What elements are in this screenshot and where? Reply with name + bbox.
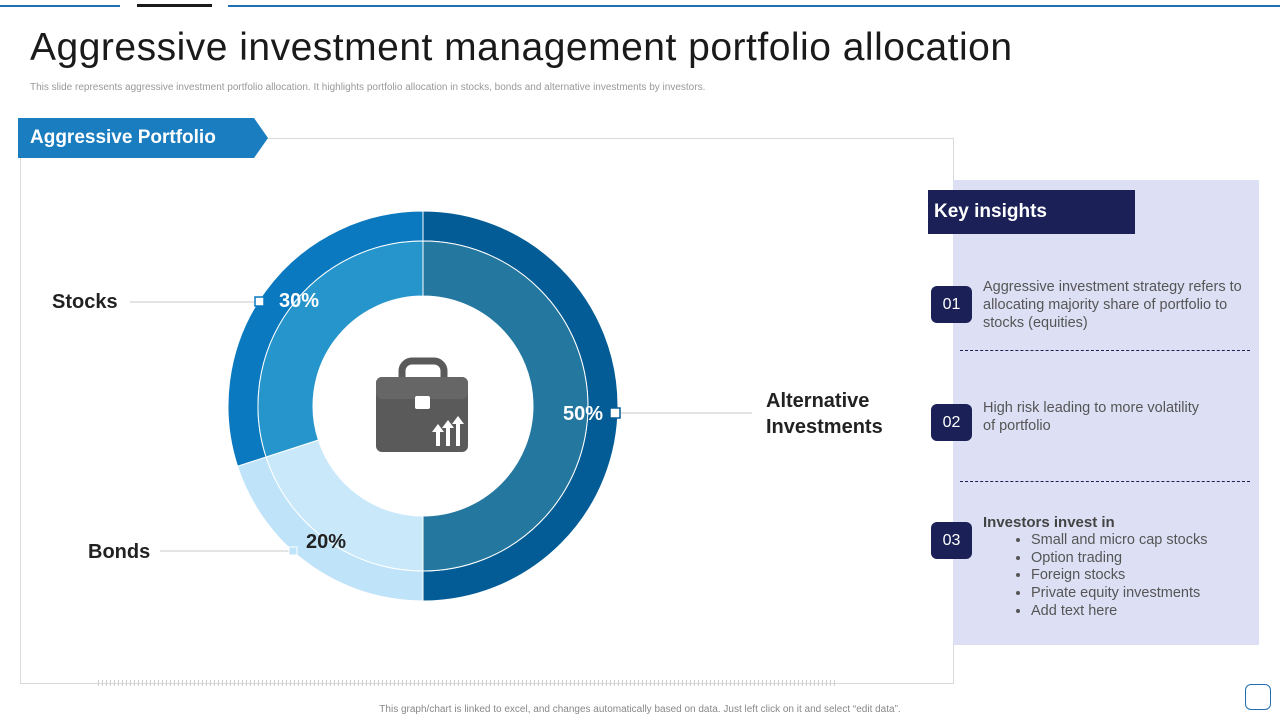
category-label-stocks: Stocks <box>52 291 118 313</box>
page-title: Aggressive investment management portfol… <box>30 26 1013 69</box>
chart-title-tab: Aggressive Portfolio <box>18 118 268 158</box>
category-label-bonds: Bonds <box>88 541 151 563</box>
list-item: Small and micro cap stocks <box>1031 532 1251 550</box>
list-item: Add text here <box>1031 603 1251 621</box>
data-label-alternative-investments: 50% <box>563 403 604 425</box>
list-item: Private equity investments <box>1031 585 1251 603</box>
list-item: Foreign stocks <box>1031 567 1251 585</box>
data-label-stocks: 30% <box>279 290 320 312</box>
insight-03-title: Investors invest in <box>983 514 1115 531</box>
panel-ruler <box>98 680 838 686</box>
footer-note: This graph/chart is linked to excel, and… <box>379 704 901 715</box>
top-rule-left <box>0 5 120 7</box>
insight-text-02: High risk leading to more volatility of … <box>983 400 1199 434</box>
insight-number-01: 01 <box>931 286 972 323</box>
page-subtitle: This slide represents aggressive investm… <box>30 82 706 93</box>
insight-03-bullets: Small and micro cap stocks Option tradin… <box>983 532 1251 621</box>
insights-heading: Key insights <box>928 190 1135 234</box>
insight-text-03: Investors invest in Small and micro cap … <box>983 514 1251 621</box>
top-rule-marker <box>137 4 212 7</box>
insight-number-02: 02 <box>931 404 972 441</box>
corner-square-button[interactable] <box>1245 684 1271 710</box>
category-label-alt-line2: Investments <box>766 416 883 438</box>
insights-panel <box>953 180 1259 645</box>
insight-divider <box>960 481 1250 482</box>
top-rule-right <box>228 5 1280 7</box>
list-item: Option trading <box>1031 550 1251 568</box>
insight-text-01: Aggressive investment strategy refers to… <box>983 279 1242 331</box>
data-label-bonds: 20% <box>306 531 347 553</box>
category-label-alternative-investments: Alternative Investments <box>766 388 883 440</box>
category-label-alt-line1: Alternative <box>766 390 870 412</box>
insight-divider <box>960 350 1250 351</box>
insight-number-03: 03 <box>931 522 972 559</box>
